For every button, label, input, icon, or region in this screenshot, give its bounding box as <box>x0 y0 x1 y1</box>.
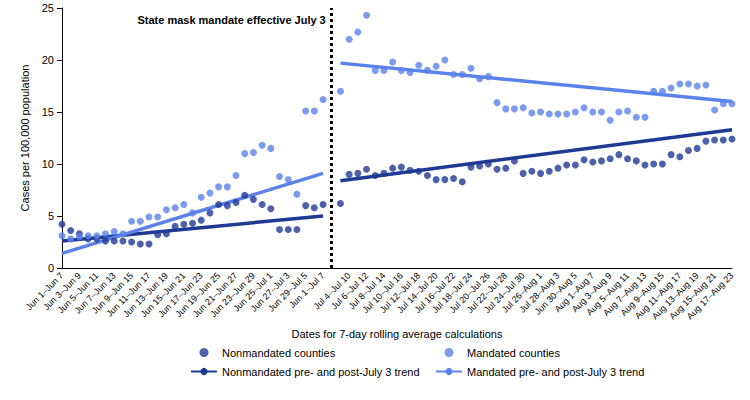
svg-text:Jun 5–Jun 11: Jun 5–Jun 11 <box>55 270 101 316</box>
svg-text:Aug 11–Aug 17: Aug 11–Aug 17 <box>632 270 684 321</box>
svg-text:Jun 19–Jun 25: Jun 19–Jun 25 <box>173 270 223 320</box>
svg-text:Jun 7–Jun 13: Jun 7–Jun 13 <box>72 270 118 316</box>
svg-text:Aug 1–Aug 7: Aug 1–Aug 7 <box>552 270 597 315</box>
svg-text:State mask mandate effective J: State mask mandate effective July 3 <box>137 14 325 26</box>
svg-text:Jun 11–Jun 17: Jun 11–Jun 17 <box>104 270 153 319</box>
svg-text:Jul 24–Jul 30: Jul 24–Jul 30 <box>482 270 527 315</box>
svg-text:Aug 5–Aug 11: Aug 5–Aug 11 <box>584 270 632 318</box>
svg-text:Jul 22–Jul 28: Jul 22–Jul 28 <box>464 270 510 315</box>
svg-text:Jun 15–Jun 21: Jun 15–Jun 21 <box>138 270 188 320</box>
svg-text:Jun 9–Jun 15: Jun 9–Jun 15 <box>89 270 136 316</box>
svg-text:Aug 17–Aug 23: Aug 17–Aug 23 <box>685 270 736 321</box>
svg-text:Jun 25–Jul 1: Jun 25–Jul 1 <box>231 270 275 314</box>
svg-text:20: 20 <box>42 54 54 66</box>
svg-text:Aug 13–Aug 19: Aug 13–Aug 19 <box>649 270 701 322</box>
svg-text:Jun 3–Jun 9: Jun 3–Jun 9 <box>41 270 83 313</box>
svg-text:Mandated counties: Mandated counties <box>467 347 560 359</box>
svg-text:Jun 21–Jun 27: Jun 21–Jun 27 <box>190 270 240 320</box>
svg-text:5: 5 <box>48 210 54 222</box>
svg-text:Nonmandated counties: Nonmandated counties <box>222 347 336 359</box>
svg-text:Dates for 7-day rolling averag: Dates for 7-day rolling average calculat… <box>292 328 503 340</box>
svg-text:Jun 17–Jun 23: Jun 17–Jun 23 <box>156 270 205 320</box>
svg-text:Jun 27–Jul 3: Jun 27–Jul 3 <box>248 270 292 314</box>
svg-text:Mandated pre- and post-July 3: Mandated pre- and post-July 3 trend <box>467 366 644 378</box>
svg-text:Jul 12–Jul 18: Jul 12–Jul 18 <box>377 270 423 315</box>
svg-text:Jul 10–Jul 16: Jul 10–Jul 16 <box>360 270 405 315</box>
svg-text:Jun 1–Jul 7: Jun 1–Jul 7 <box>287 270 327 310</box>
svg-text:Jun 1–Jun 7: Jun 1–Jun 7 <box>23 270 66 313</box>
svg-text:Jul 6–Jul 12: Jul 6–Jul 12 <box>329 270 371 312</box>
svg-text:Jul 8–Jul 14: Jul 8–Jul 14 <box>346 270 388 312</box>
svg-text:Jul 16–Jul 22: Jul 16–Jul 22 <box>412 270 458 315</box>
svg-text:Jun 23–Jun 29: Jun 23–Jun 29 <box>208 270 257 320</box>
svg-text:Jul 4–Jul 10: Jul 4–Jul 10 <box>311 270 353 312</box>
svg-text:Jul 14–Jul 20: Jul 14–Jul 20 <box>395 270 440 315</box>
svg-text:15: 15 <box>42 106 54 118</box>
svg-text:10: 10 <box>42 158 54 170</box>
svg-text:Aug 15–Aug 21: Aug 15–Aug 21 <box>667 270 719 322</box>
svg-text:Jun 13–Jun 19: Jun 13–Jun 19 <box>121 270 170 320</box>
svg-text:Aug 7–Aug 13: Aug 7–Aug 13 <box>601 270 649 318</box>
svg-text:Aug 9–Aug 15: Aug 9–Aug 15 <box>618 270 666 318</box>
svg-text:Cases per 100,000 population: Cases per 100,000 population <box>19 65 31 212</box>
svg-text:0: 0 <box>48 262 54 274</box>
svg-text:Jul 20–Jul 26: Jul 20–Jul 26 <box>447 270 492 315</box>
svg-text:Jul 28–Aug 3: Jul 28–Aug 3 <box>517 270 562 315</box>
svg-text:25: 25 <box>42 2 54 14</box>
svg-text:Jun 30–Aug 5: Jun 30–Aug 5 <box>532 270 579 317</box>
svg-text:Jul 18–Jul 24: Jul 18–Jul 24 <box>430 270 475 315</box>
svg-text:Jul 26–Aug 1: Jul 26–Aug 1 <box>499 270 545 315</box>
svg-text:Jun 29–Jul 5: Jun 29–Jul 5 <box>266 270 310 314</box>
svg-text:Nonmandated pre- and post-July: Nonmandated pre- and post-July 3 trend <box>222 366 420 378</box>
svg-text:Aug 3–Aug 9: Aug 3–Aug 9 <box>569 270 614 315</box>
